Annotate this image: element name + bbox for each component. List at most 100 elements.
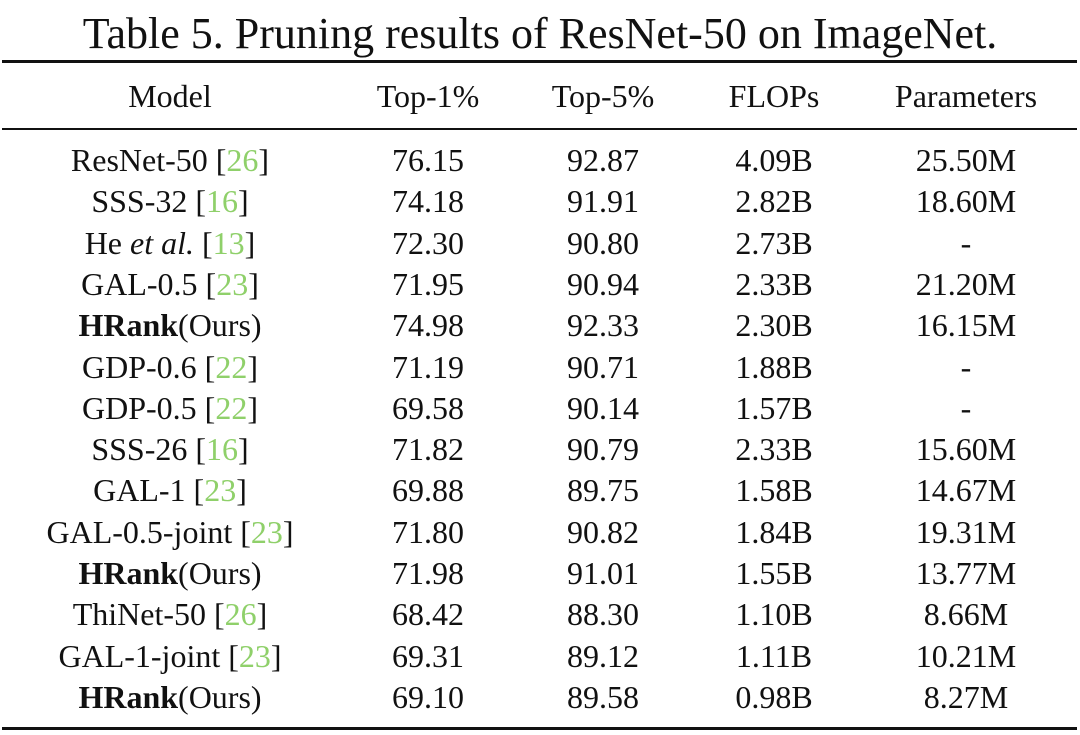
cell-model: SSS-32 [16] xyxy=(91,183,249,220)
cell-top5: 89.12 xyxy=(567,637,639,674)
cell-model: HRank(Ours) xyxy=(78,677,261,718)
cell-top1: 69.58 xyxy=(392,389,464,426)
cell-flops: 1.10B xyxy=(735,596,813,633)
cell-flops: 1.58B xyxy=(735,472,813,509)
cell-parameters: 8.27M xyxy=(923,678,1009,715)
model-suffix: (Ours) xyxy=(178,555,262,591)
bottom-rule xyxy=(2,727,1077,730)
table-row: GAL-1 [23] 69.88 89.75 1.58B 14.67M xyxy=(0,470,1080,511)
cell-model: GAL-0.5 [23] xyxy=(81,265,259,302)
model-suffix: (Ours) xyxy=(178,307,262,344)
cell-flops: 2.30B xyxy=(735,307,813,344)
model-name: SSS-26 xyxy=(91,431,188,468)
citation-link[interactable]: 23 xyxy=(204,472,237,509)
table-row: GDP-0.6 [22] 71.19 90.71 1.88B - xyxy=(0,347,1080,388)
cell-model: GDP-0.5 [22] xyxy=(82,389,258,426)
model-name: ResNet-50 xyxy=(70,142,208,178)
citation-link[interactable]: 23 xyxy=(238,637,271,674)
cell-top5: 91.91 xyxy=(567,183,639,220)
table-row: GAL-0.5 [23] 71.95 90.94 2.33B 21.20M xyxy=(0,264,1080,305)
table-row: He et al. [13] 72.30 90.80 2.73B - xyxy=(0,223,1080,264)
model-name: GAL-1 xyxy=(93,472,186,509)
model-name: ThiNet-50 xyxy=(72,596,206,633)
citation-link[interactable]: 22 xyxy=(215,348,248,385)
citation-link[interactable]: 23 xyxy=(216,265,249,302)
cell-top5: 90.14 xyxy=(567,389,639,426)
citation-link[interactable]: 26 xyxy=(224,596,257,633)
table-row: ThiNet-50 [26] 68.42 88.30 1.10B 8.66M xyxy=(0,594,1080,635)
cell-parameters: 21.20M xyxy=(915,265,1017,302)
cell-parameters: 18.60M xyxy=(915,183,1017,220)
table-row: HRank(Ours) 74.98 92.33 2.30B 16.15M xyxy=(0,305,1080,346)
citation-link[interactable]: 16 xyxy=(206,183,239,220)
cell-top1: 69.31 xyxy=(392,637,464,674)
cell-top1: 71.80 xyxy=(392,513,464,550)
citation-link[interactable]: 16 xyxy=(206,431,239,468)
cell-top1: 74.18 xyxy=(392,183,464,220)
citation-link[interactable]: 13 xyxy=(212,224,245,261)
cell-flops: 1.88B xyxy=(735,348,813,385)
header-rule xyxy=(2,128,1077,130)
cell-parameters: 16.15M xyxy=(915,307,1017,344)
cell-parameters: 10.21M xyxy=(915,637,1017,674)
top-rule xyxy=(2,60,1077,63)
cell-model: GAL-1-joint [23] xyxy=(58,637,282,674)
table-row: GDP-0.5 [22] 69.58 90.14 1.57B - xyxy=(0,388,1080,429)
cell-flops: 2.73B xyxy=(735,224,813,261)
cell-model: GAL-0.5-joint [23] xyxy=(46,513,294,550)
table-row: SSS-32 [16] 74.18 91.91 2.82B 18.60M xyxy=(0,181,1080,222)
citation-link[interactable]: 23 xyxy=(250,513,283,550)
citation-link[interactable]: 22 xyxy=(215,389,248,426)
cell-top1: 71.95 xyxy=(392,265,464,302)
cell-model: GDP-0.6 [22] xyxy=(82,348,258,385)
cell-flops: 2.33B xyxy=(735,265,813,302)
cell-model: GAL-1 [23] xyxy=(93,472,247,509)
header-flops: FLOPs xyxy=(728,78,820,114)
cell-flops: 1.84B xyxy=(735,513,813,550)
cell-parameters: - xyxy=(960,389,972,426)
model-name: SSS-32 xyxy=(91,183,188,220)
model-name: HRank xyxy=(78,307,179,344)
cell-parameters: 25.50M xyxy=(915,142,1017,178)
table-header: Model Top-1% Top-5% FLOPs Parameters xyxy=(0,76,1080,117)
cell-top5: 90.80 xyxy=(567,224,639,261)
cell-model: HRank(Ours) xyxy=(78,305,261,346)
cell-parameters: - xyxy=(960,224,972,261)
cell-parameters: 14.67M xyxy=(915,472,1017,509)
model-name: GAL-0.5 xyxy=(81,265,198,302)
cell-model: SSS-26 [16] xyxy=(91,431,249,468)
model-name: GDP-0.6 xyxy=(82,348,197,385)
header-model: Model xyxy=(128,78,212,114)
cell-parameters: 13.77M xyxy=(915,555,1017,591)
table-row: HRank(Ours) 71.98 91.01 1.55B 13.77M xyxy=(0,553,1080,594)
cell-top5: 90.94 xyxy=(567,265,639,302)
cell-top5: 92.87 xyxy=(567,142,639,178)
cell-top5: 89.75 xyxy=(567,472,639,509)
cell-top1: 69.88 xyxy=(392,472,464,509)
model-suffix: (Ours) xyxy=(178,678,262,715)
header-top1: Top-1% xyxy=(376,78,480,114)
table-row: SSS-26 [16] 71.82 90.79 2.33B 15.60M xyxy=(0,429,1080,470)
header-top5: Top-5% xyxy=(551,78,655,114)
cell-top5: 92.33 xyxy=(567,307,639,344)
model-name: HRank xyxy=(78,555,179,591)
citation-link[interactable]: 26 xyxy=(226,142,259,178)
cell-top1: 74.98 xyxy=(392,307,464,344)
model-name: He xyxy=(84,224,123,261)
cell-parameters: 8.66M xyxy=(923,596,1009,633)
table-row: ResNet-50 [26] 76.15 92.87 4.09B 25.50M xyxy=(0,140,1080,181)
cell-top5: 91.01 xyxy=(567,555,639,591)
cell-flops: 2.33B xyxy=(735,431,813,468)
model-name: GDP-0.5 xyxy=(82,389,197,426)
cell-top5: 90.71 xyxy=(567,348,639,385)
cell-model: ResNet-50 [26] xyxy=(70,142,270,178)
cell-top1: 71.82 xyxy=(392,431,464,468)
cell-flops: 2.82B xyxy=(735,183,813,220)
cell-flops: 0.98B xyxy=(735,678,813,715)
cell-model: ThiNet-50 [26] xyxy=(72,596,268,633)
cell-top1: 71.98 xyxy=(392,555,464,591)
model-suffix: et al. xyxy=(130,224,194,261)
table-caption: Table 5. Pruning results of ResNet-50 on… xyxy=(82,9,998,58)
cell-top5: 90.82 xyxy=(567,513,639,550)
